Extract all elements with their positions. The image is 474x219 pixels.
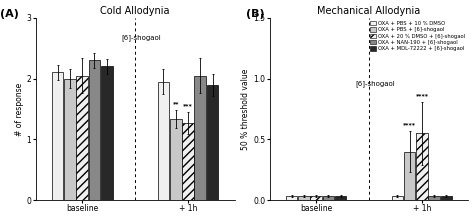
Text: (B): (B) — [246, 9, 264, 19]
Bar — [392, 196, 403, 200]
Bar — [322, 196, 334, 200]
Bar — [441, 196, 452, 200]
Y-axis label: # of response: # of response — [15, 82, 24, 136]
Text: ****: **** — [403, 122, 416, 127]
Title: Cold Allodynia: Cold Allodynia — [100, 5, 170, 16]
Title: Mechanical Allodynia: Mechanical Allodynia — [318, 5, 420, 16]
Text: [6]-shogaol: [6]-shogaol — [356, 80, 395, 87]
Bar — [428, 196, 440, 200]
Bar — [310, 196, 322, 200]
Bar — [416, 133, 428, 200]
Text: [6]-shogaol: [6]-shogaol — [121, 35, 161, 41]
Bar — [298, 196, 310, 200]
Legend: OXA + PBS + 10 % DMSO, OXA + PBS + [6]-shogaol, OXA + 20 % DMSO + [6]-shogaol, O: OXA + PBS + 10 % DMSO, OXA + PBS + [6]-s… — [369, 20, 466, 52]
Bar — [182, 123, 194, 200]
Bar — [194, 76, 206, 200]
Y-axis label: 50 % threshold value: 50 % threshold value — [241, 68, 250, 150]
Bar — [335, 196, 346, 200]
Bar — [89, 60, 100, 200]
Text: (A): (A) — [0, 9, 18, 19]
Text: ***: *** — [183, 103, 193, 108]
Bar — [157, 82, 169, 200]
Text: **: ** — [173, 102, 179, 107]
Bar — [76, 76, 88, 200]
Text: ****: **** — [415, 93, 428, 98]
Bar — [170, 119, 182, 200]
Bar — [286, 196, 297, 200]
Bar — [64, 79, 76, 200]
Bar — [207, 85, 219, 200]
Bar — [52, 72, 64, 200]
Bar — [101, 66, 112, 200]
Bar — [404, 152, 415, 200]
